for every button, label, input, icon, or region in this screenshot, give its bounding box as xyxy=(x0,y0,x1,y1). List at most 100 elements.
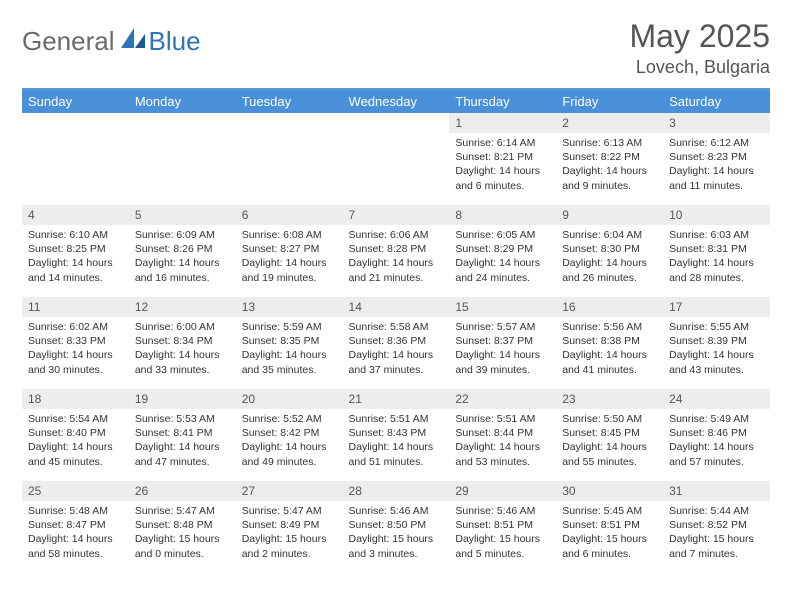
day-info: Sunrise: 5:56 AMSunset: 8:38 PMDaylight:… xyxy=(556,317,663,383)
calendar-day-cell: 17Sunrise: 5:55 AMSunset: 8:39 PMDayligh… xyxy=(663,297,770,389)
calendar-day-cell: 10Sunrise: 6:03 AMSunset: 8:31 PMDayligh… xyxy=(663,205,770,297)
logo-text-general: General xyxy=(22,26,115,57)
daylight-text: Daylight: 14 hours and 9 minutes. xyxy=(562,164,657,192)
day-number: 25 xyxy=(22,481,129,501)
day-number: 3 xyxy=(663,113,770,133)
sunset-text: Sunset: 8:28 PM xyxy=(349,242,444,256)
day-number: 29 xyxy=(449,481,556,501)
day-info: Sunrise: 5:44 AMSunset: 8:52 PMDaylight:… xyxy=(663,501,770,567)
sunrise-text: Sunrise: 6:02 AM xyxy=(28,320,123,334)
calendar-day-cell: 22Sunrise: 5:51 AMSunset: 8:44 PMDayligh… xyxy=(449,389,556,481)
day-number: 9 xyxy=(556,205,663,225)
day-number: 12 xyxy=(129,297,236,317)
sunrise-text: Sunrise: 6:12 AM xyxy=(669,136,764,150)
calendar-week-row: 25Sunrise: 5:48 AMSunset: 8:47 PMDayligh… xyxy=(22,481,770,573)
weekday-header: Monday xyxy=(129,90,236,113)
daylight-text: Daylight: 14 hours and 51 minutes. xyxy=(349,440,444,468)
calendar-week-row: 1Sunrise: 6:14 AMSunset: 8:21 PMDaylight… xyxy=(22,113,770,205)
sunrise-text: Sunrise: 5:48 AM xyxy=(28,504,123,518)
sunrise-text: Sunrise: 6:06 AM xyxy=(349,228,444,242)
calendar-day-cell: 9Sunrise: 6:04 AMSunset: 8:30 PMDaylight… xyxy=(556,205,663,297)
day-info: Sunrise: 6:03 AMSunset: 8:31 PMDaylight:… xyxy=(663,225,770,291)
sunset-text: Sunset: 8:41 PM xyxy=(135,426,230,440)
sunset-text: Sunset: 8:47 PM xyxy=(28,518,123,532)
day-number: 1 xyxy=(449,113,556,133)
daylight-text: Daylight: 14 hours and 28 minutes. xyxy=(669,256,764,284)
daylight-text: Daylight: 14 hours and 26 minutes. xyxy=(562,256,657,284)
day-info: Sunrise: 5:54 AMSunset: 8:40 PMDaylight:… xyxy=(22,409,129,475)
calendar-day-cell: 27Sunrise: 5:47 AMSunset: 8:49 PMDayligh… xyxy=(236,481,343,573)
weekday-header: Sunday xyxy=(22,90,129,113)
sunrise-text: Sunrise: 5:45 AM xyxy=(562,504,657,518)
sunrise-text: Sunrise: 6:14 AM xyxy=(455,136,550,150)
day-number: 6 xyxy=(236,205,343,225)
calendar-table: Sunday Monday Tuesday Wednesday Thursday… xyxy=(22,90,770,573)
calendar-week-row: 11Sunrise: 6:02 AMSunset: 8:33 PMDayligh… xyxy=(22,297,770,389)
day-number: 2 xyxy=(556,113,663,133)
day-number: 26 xyxy=(129,481,236,501)
daylight-text: Daylight: 14 hours and 58 minutes. xyxy=(28,532,123,560)
day-info: Sunrise: 6:09 AMSunset: 8:26 PMDaylight:… xyxy=(129,225,236,291)
day-number: 21 xyxy=(343,389,450,409)
daylight-text: Daylight: 15 hours and 6 minutes. xyxy=(562,532,657,560)
header-bar: General Blue May 2025 Lovech, Bulgaria xyxy=(22,18,770,78)
day-number: 30 xyxy=(556,481,663,501)
calendar-day-cell: 1Sunrise: 6:14 AMSunset: 8:21 PMDaylight… xyxy=(449,113,556,205)
calendar-day-cell: 25 Sunrise: 5:48 AMSunset: 8:47 PMDayligh… xyxy=(22,481,129,573)
day-number: 17 xyxy=(663,297,770,317)
sunset-text: Sunset: 8:45 PM xyxy=(562,426,657,440)
weekday-header-row: Sunday Monday Tuesday Wednesday Thursday… xyxy=(22,90,770,113)
day-info: Sunrise: 6:10 AMSunset: 8:25 PMDaylight:… xyxy=(22,225,129,291)
day-info: Sunrise: 5:51 AMSunset: 8:44 PMDaylight:… xyxy=(449,409,556,475)
logo: General Blue xyxy=(22,18,201,57)
sunset-text: Sunset: 8:31 PM xyxy=(669,242,764,256)
sunset-text: Sunset: 8:30 PM xyxy=(562,242,657,256)
daylight-text: Daylight: 14 hours and 39 minutes. xyxy=(455,348,550,376)
day-number: 15 xyxy=(449,297,556,317)
calendar-day-cell: 11Sunrise: 6:02 AMSunset: 8:33 PMDayligh… xyxy=(22,297,129,389)
calendar-day-cell: 28Sunrise: 5:46 AMSunset: 8:50 PMDayligh… xyxy=(343,481,450,573)
daylight-text: Daylight: 14 hours and 16 minutes. xyxy=(135,256,230,284)
day-number: 4 xyxy=(22,205,129,225)
weekday-header: Tuesday xyxy=(236,90,343,113)
sunrise-text: Sunrise: 5:57 AM xyxy=(455,320,550,334)
day-info: Sunrise: 5:52 AMSunset: 8:42 PMDaylight:… xyxy=(236,409,343,475)
sunset-text: Sunset: 8:35 PM xyxy=(242,334,337,348)
calendar-day-cell: 26Sunrise: 5:47 AMSunset: 8:48 PMDayligh… xyxy=(129,481,236,573)
sunset-text: Sunset: 8:52 PM xyxy=(669,518,764,532)
day-info: Sunrise: 6:14 AMSunset: 8:21 PMDaylight:… xyxy=(449,133,556,199)
sunrise-text: Sunrise: 5:53 AM xyxy=(135,412,230,426)
day-number: 24 xyxy=(663,389,770,409)
sunrise-text: Sunrise: 5:50 AM xyxy=(562,412,657,426)
daylight-text: Daylight: 14 hours and 11 minutes. xyxy=(669,164,764,192)
sunset-text: Sunset: 8:51 PM xyxy=(562,518,657,532)
sunrise-text: Sunrise: 5:56 AM xyxy=(562,320,657,334)
day-number: 27 xyxy=(236,481,343,501)
sunset-text: Sunset: 8:43 PM xyxy=(349,426,444,440)
sunrise-text: Sunrise: 5:49 AM xyxy=(669,412,764,426)
sunrise-text: Sunrise: 6:10 AM xyxy=(28,228,123,242)
location-label: Lovech, Bulgaria xyxy=(629,57,770,78)
daylight-text: Daylight: 15 hours and 3 minutes. xyxy=(349,532,444,560)
day-info: Sunrise: 5:49 AMSunset: 8:46 PMDaylight:… xyxy=(663,409,770,475)
sunset-text: Sunset: 8:50 PM xyxy=(349,518,444,532)
header-right: May 2025 Lovech, Bulgaria xyxy=(629,18,770,78)
daylight-text: Daylight: 14 hours and 19 minutes. xyxy=(242,256,337,284)
day-number: 14 xyxy=(343,297,450,317)
sunset-text: Sunset: 8:39 PM xyxy=(669,334,764,348)
sunrise-text: Sunrise: 6:09 AM xyxy=(135,228,230,242)
day-number: 10 xyxy=(663,205,770,225)
daylight-text: Daylight: 14 hours and 41 minutes. xyxy=(562,348,657,376)
calendar-day-cell: 30 Sunrise: 5:45 AMSunset: 8:51 PMDayligh… xyxy=(556,481,663,573)
sunset-text: Sunset: 8:51 PM xyxy=(455,518,550,532)
day-info: Sunrise: 5:50 AMSunset: 8:45 PMDaylight:… xyxy=(556,409,663,475)
logo-text-blue: Blue xyxy=(149,26,201,57)
day-info: Sunrise: 6:00 AMSunset: 8:34 PMDaylight:… xyxy=(129,317,236,383)
sunrise-text: Sunrise: 5:59 AM xyxy=(242,320,337,334)
sunrise-text: Sunrise: 5:44 AM xyxy=(669,504,764,518)
calendar-day-cell: 4Sunrise: 6:10 AMSunset: 8:25 PMDaylight… xyxy=(22,205,129,297)
day-number: 20 xyxy=(236,389,343,409)
weekday-header: Saturday xyxy=(663,90,770,113)
day-info: Sunrise: 5:58 AMSunset: 8:36 PMDaylight:… xyxy=(343,317,450,383)
daylight-text: Daylight: 15 hours and 2 minutes. xyxy=(242,532,337,560)
